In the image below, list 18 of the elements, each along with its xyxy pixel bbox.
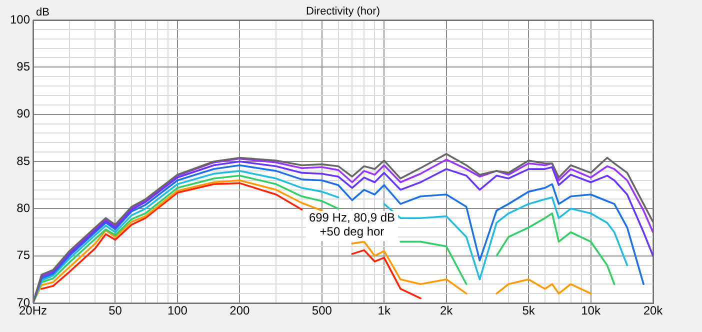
y-tick-label: 85 — [16, 154, 30, 168]
y-tick-label: 80 — [16, 200, 30, 215]
x-tick-label: 500 — [312, 304, 332, 318]
annotation: 699 Hz, 80,9 dB +50 deg hor — [308, 210, 396, 238]
x-tick-label: 20k — [643, 304, 664, 318]
x-tick-label: 5k — [522, 304, 536, 318]
x-tick-label: 50 — [108, 304, 122, 318]
y-tick-label: 90 — [16, 106, 30, 121]
y-axis-title: dB — [36, 6, 50, 19]
y-tick-label: 95 — [16, 59, 30, 74]
x-tick-label: 200 — [230, 304, 250, 318]
y-tick-label: 100 — [10, 12, 30, 26]
x-tick-label: 100 — [167, 304, 188, 318]
y-tick-label: 75 — [16, 248, 30, 262]
x-tick-label: 1k — [378, 304, 392, 318]
x-tick-label: 2k — [440, 304, 454, 318]
chart-title: Directivity (hor) — [306, 6, 380, 18]
x-tick-label: 10k — [581, 304, 602, 318]
